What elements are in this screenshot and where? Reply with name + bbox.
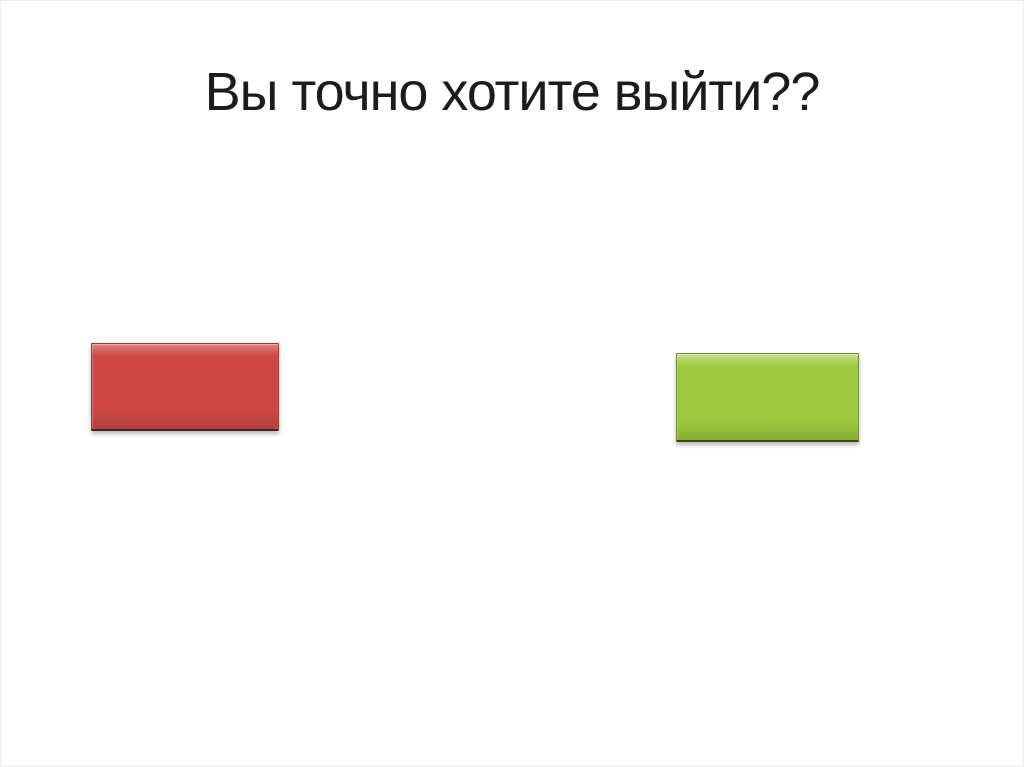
red-choice-button[interactable] <box>91 343 279 431</box>
green-choice-button[interactable] <box>676 353 859 442</box>
page-title: Вы точно хотите выйти?? <box>204 62 821 122</box>
